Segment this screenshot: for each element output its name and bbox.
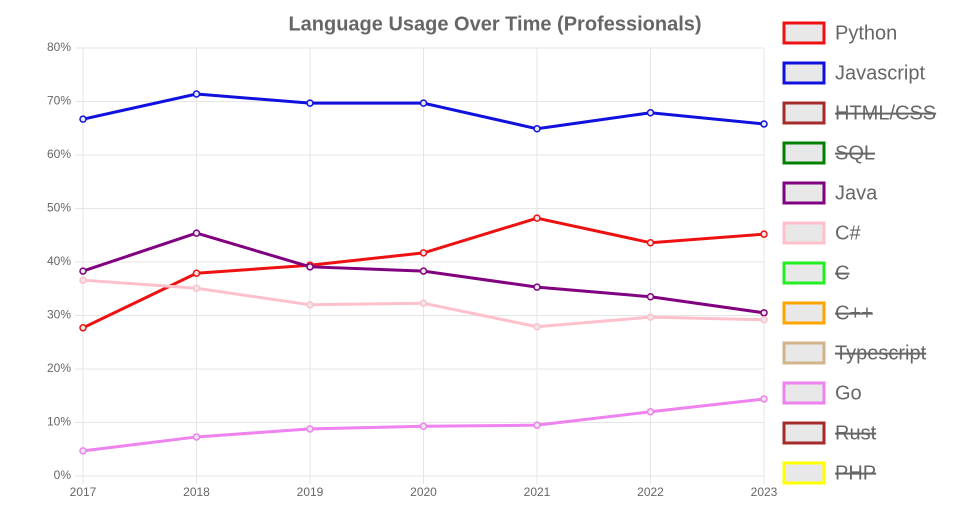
y-tick-label: 0% bbox=[54, 468, 72, 482]
data-point bbox=[306, 301, 314, 309]
data-point bbox=[192, 433, 201, 441]
data-point bbox=[419, 267, 428, 275]
x-tick-label: 2021 bbox=[524, 485, 551, 499]
y-tick-label: 60% bbox=[47, 147, 71, 161]
chart-title: Language Usage Over Time (Professionals) bbox=[288, 13, 701, 35]
x-tick-label: 2020 bbox=[410, 485, 437, 499]
legend-swatch bbox=[782, 101, 826, 125]
data-point bbox=[306, 99, 314, 107]
data-point bbox=[533, 283, 541, 291]
legend-swatch bbox=[782, 61, 826, 85]
data-point bbox=[760, 395, 768, 403]
data-point bbox=[306, 425, 314, 433]
data-point bbox=[192, 269, 201, 277]
legend-swatch bbox=[782, 461, 826, 485]
legend-label: Typescript bbox=[835, 342, 927, 364]
legend-label: HTML/CSS bbox=[835, 102, 936, 124]
y-tick-label: 70% bbox=[47, 94, 71, 108]
data-point bbox=[760, 230, 768, 238]
data-point bbox=[646, 108, 655, 117]
legend-label: Javascript bbox=[835, 62, 925, 84]
x-tick-label: 2017 bbox=[70, 485, 97, 499]
data-point bbox=[760, 309, 768, 317]
y-tick-label: 30% bbox=[47, 308, 71, 322]
data-point bbox=[79, 115, 87, 123]
legend-label: C++ bbox=[835, 302, 873, 324]
data-point bbox=[192, 90, 201, 98]
data-point bbox=[646, 408, 655, 416]
data-point bbox=[646, 293, 655, 301]
legend-swatch bbox=[782, 181, 826, 205]
data-point bbox=[419, 422, 428, 430]
x-tick-label: 2018 bbox=[183, 485, 210, 499]
legend-label: Go bbox=[835, 382, 862, 404]
legend-label: Java bbox=[835, 182, 878, 204]
data-point bbox=[419, 99, 428, 107]
y-tick-label: 50% bbox=[47, 201, 71, 215]
data-point bbox=[646, 238, 655, 247]
data-point bbox=[533, 214, 541, 222]
y-tick-label: 40% bbox=[47, 254, 71, 268]
x-tick-label: 2019 bbox=[297, 485, 324, 499]
data-point bbox=[79, 447, 87, 455]
x-tick-label: 2023 bbox=[751, 485, 778, 499]
data-point bbox=[646, 313, 655, 321]
legend-swatch bbox=[782, 221, 826, 245]
legend-label: C# bbox=[835, 222, 861, 244]
data-point bbox=[760, 120, 768, 128]
y-tick-label: 20% bbox=[47, 361, 71, 375]
legend-swatch bbox=[782, 261, 826, 285]
legend-swatch bbox=[782, 301, 826, 325]
legend-label: Python bbox=[835, 22, 897, 44]
data-point bbox=[306, 263, 314, 271]
data-point bbox=[533, 125, 541, 133]
data-point bbox=[192, 229, 201, 237]
y-tick-label: 10% bbox=[47, 415, 71, 429]
x-tick-label: 2022 bbox=[637, 485, 664, 499]
data-point bbox=[419, 299, 428, 307]
data-point bbox=[79, 324, 87, 332]
y-tick-label: 80% bbox=[47, 40, 71, 54]
data-point bbox=[533, 421, 541, 429]
legend-swatch bbox=[782, 21, 826, 45]
data-point bbox=[533, 322, 541, 331]
data-point bbox=[192, 284, 201, 292]
data-point bbox=[79, 267, 87, 275]
legend-label: Rust bbox=[835, 422, 877, 444]
legend-swatch bbox=[782, 141, 826, 165]
data-point bbox=[79, 276, 87, 284]
data-point bbox=[760, 316, 768, 324]
legend-label: SQL bbox=[835, 142, 875, 164]
legend-swatch bbox=[782, 341, 826, 365]
legend-label: C bbox=[835, 262, 849, 284]
legend-swatch bbox=[782, 421, 826, 445]
data-point bbox=[419, 249, 428, 257]
legend-label: PHP bbox=[835, 462, 876, 484]
legend-swatch bbox=[782, 381, 826, 405]
